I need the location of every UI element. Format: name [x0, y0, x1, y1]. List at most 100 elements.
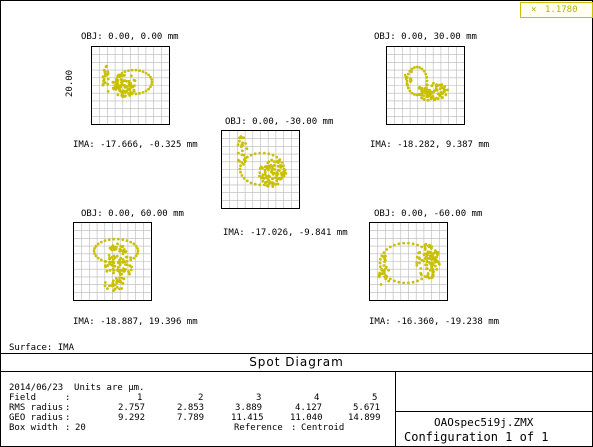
spot-point	[115, 83, 118, 86]
spot-point	[150, 78, 153, 81]
spot-point	[388, 245, 392, 249]
geo-value: 11.040	[290, 413, 323, 423]
spot-point	[438, 87, 442, 90]
spot-point	[417, 86, 421, 90]
spot-point	[120, 71, 124, 75]
spot-point	[420, 89, 423, 93]
spot-point	[131, 85, 135, 89]
spot-point	[424, 86, 428, 90]
spot-point	[420, 67, 424, 71]
spot-point	[402, 281, 405, 285]
spot-point	[112, 264, 115, 268]
spot-point	[121, 95, 125, 99]
spot-point	[115, 285, 119, 289]
spot-point	[106, 90, 110, 93]
reference-colon: :	[291, 423, 297, 433]
spot-point	[118, 247, 122, 251]
spot-point	[113, 283, 117, 287]
spot-point	[417, 251, 421, 254]
spot-point	[243, 156, 247, 160]
spot-point	[116, 85, 119, 89]
spot-point	[138, 92, 141, 95]
spot-point	[94, 254, 98, 258]
spot-point	[119, 83, 123, 87]
spot-point	[265, 180, 269, 184]
spot-point	[436, 97, 440, 101]
field-label: Field	[9, 393, 37, 403]
spot-point	[275, 171, 279, 175]
spot-point	[271, 171, 274, 175]
info-panel: 2014/06/23 Units are µm. Field : 1 2 3 4…	[1, 371, 396, 446]
spot-point	[379, 257, 382, 261]
spot-point	[124, 94, 127, 98]
spot-point	[432, 97, 435, 100]
spot-point	[105, 269, 109, 273]
spot-point	[422, 97, 426, 101]
spot-point	[144, 89, 148, 93]
spot-point	[122, 83, 126, 87]
spot-point	[147, 87, 150, 91]
diagram-title: Spot Diagram	[249, 355, 344, 369]
spot-point	[284, 171, 288, 175]
spot-point	[141, 70, 145, 73]
spot-points	[101, 64, 154, 99]
spot-point	[262, 183, 266, 187]
spot-point	[112, 86, 116, 90]
spot-point	[431, 95, 435, 98]
spot-point	[120, 287, 124, 290]
spot-point	[439, 91, 443, 94]
spot-point	[263, 170, 267, 174]
field-value: 5	[372, 393, 378, 403]
spot-point	[120, 74, 124, 77]
spot-point	[118, 87, 121, 91]
spot-point	[407, 241, 410, 245]
spot-point	[435, 255, 439, 259]
spot-point	[275, 173, 278, 177]
spot-point	[436, 84, 440, 87]
spot-plot-field-5	[369, 222, 448, 301]
spot-point	[427, 257, 431, 260]
spot-point	[427, 95, 430, 98]
spot-plot-field-3	[221, 130, 300, 209]
spot-point	[379, 283, 383, 286]
spot-point	[423, 244, 427, 248]
spot-point	[116, 261, 120, 265]
spot-point	[413, 66, 416, 69]
spot-point	[418, 261, 421, 265]
spot-point	[423, 248, 427, 251]
spot-point	[132, 256, 136, 260]
spot-point	[125, 239, 129, 242]
spot-point	[125, 85, 129, 88]
surface-label: Surface: IMA	[9, 343, 75, 353]
spot-points	[236, 135, 288, 188]
spot-point	[276, 177, 279, 181]
spot-point	[410, 91, 414, 95]
spot-point	[118, 73, 121, 77]
spot-point	[266, 161, 270, 165]
spot-point	[282, 170, 285, 174]
spot-point	[107, 261, 111, 264]
spot-point	[122, 270, 126, 273]
spot-point	[150, 83, 153, 86]
spot-point	[415, 261, 419, 264]
spot-point	[425, 267, 429, 270]
spot-points	[377, 241, 441, 286]
spot-point	[264, 165, 268, 168]
plot-3-ima-label: IMA: -17.026, -9.841 mm	[223, 228, 348, 238]
spot-point	[93, 252, 96, 255]
spot-point	[149, 75, 152, 79]
spot-point	[103, 260, 107, 263]
spot-point	[125, 260, 129, 263]
spot-point	[236, 143, 240, 147]
spot-point	[118, 276, 121, 280]
spot-point	[129, 268, 133, 272]
spot-point	[132, 78, 136, 82]
spot-point	[237, 151, 240, 155]
spot-point	[110, 248, 113, 252]
spot-point	[127, 69, 130, 72]
spot-point	[428, 254, 432, 258]
spot-point	[409, 79, 413, 83]
spot-point	[111, 281, 115, 285]
spot-point	[127, 79, 131, 83]
geo-colon: :	[65, 413, 71, 423]
